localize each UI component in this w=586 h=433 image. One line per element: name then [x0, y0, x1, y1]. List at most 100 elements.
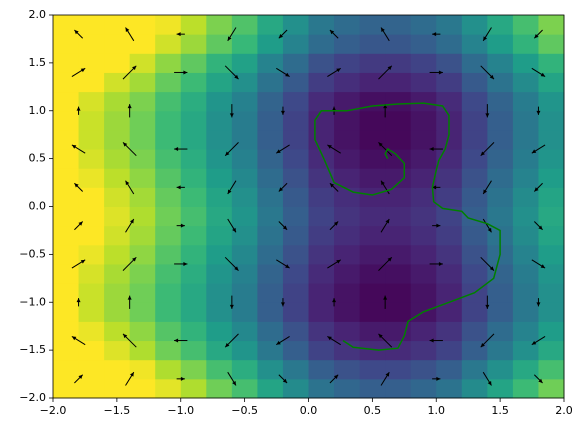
heat-cell: [206, 168, 233, 188]
heat-cell: [78, 378, 105, 399]
heat-cell: [206, 206, 233, 227]
arrow-head: [332, 298, 337, 303]
heat-cell: [385, 168, 412, 188]
heat-cell: [180, 34, 207, 54]
heat-cell: [78, 359, 105, 380]
heat-cell: [53, 359, 80, 380]
arrow-head: [127, 295, 132, 300]
heat-cell: [282, 378, 309, 399]
heat-cell: [538, 244, 565, 265]
heat-cell: [104, 129, 131, 150]
heat-cell: [180, 110, 207, 131]
heat-cell: [436, 225, 463, 246]
heat-cell: [512, 206, 539, 227]
heat-cell: [359, 15, 386, 35]
heat-cell: [231, 187, 258, 207]
heat-cell: [308, 321, 335, 342]
heat-cell: [410, 321, 437, 342]
arrow-head: [71, 144, 77, 149]
heat-cell: [231, 359, 258, 380]
heat-cell: [53, 149, 80, 169]
heat-cell: [385, 34, 412, 54]
heat-cell: [410, 263, 437, 284]
heat-cell: [487, 72, 514, 93]
arrow: [280, 106, 285, 115]
heat-cell: [231, 72, 258, 93]
heat-cell: [512, 244, 539, 265]
heat-cell: [359, 321, 386, 342]
heat-cell: [180, 378, 207, 399]
heat-cell: [180, 340, 207, 361]
heat-cell: [257, 149, 284, 169]
heat-cell: [512, 283, 539, 303]
heat-cell: [180, 53, 207, 73]
arrow-head: [129, 372, 134, 377]
heat-cell: [282, 149, 309, 169]
arrow: [432, 185, 441, 190]
heat-cell: [385, 378, 412, 399]
heat-cell: [129, 34, 156, 54]
heat-cell: [78, 244, 105, 265]
arrow: [531, 335, 546, 346]
heat-cell: [206, 34, 233, 54]
heat-cell: [129, 263, 156, 284]
heat-cell: [334, 110, 361, 131]
arrow-head: [378, 333, 383, 339]
y-tick-label: −1.0: [19, 295, 46, 308]
arrow: [531, 259, 546, 269]
heat-cell: [206, 187, 233, 207]
heat-cell: [538, 225, 565, 246]
heat-cell: [53, 129, 80, 150]
arrow: [229, 104, 234, 118]
heat-cell: [538, 53, 565, 73]
heat-cell: [334, 149, 361, 169]
heat-cell: [53, 302, 80, 322]
arrow-head: [332, 106, 337, 111]
heat-cell: [257, 206, 284, 227]
heat-cell: [410, 283, 437, 303]
y-tick-label: 0.0: [29, 200, 47, 213]
heat-cell: [308, 168, 335, 188]
heat-cell: [359, 225, 386, 246]
heat-cell: [359, 53, 386, 73]
arrow-head: [78, 221, 83, 226]
heat-cell: [53, 283, 80, 303]
arrow: [125, 27, 135, 42]
heat-cell: [512, 225, 539, 246]
heat-cell: [334, 283, 361, 303]
arrow-head: [276, 340, 281, 345]
heat-cell: [461, 187, 488, 207]
heat-cell: [129, 206, 156, 227]
arrow-head: [381, 27, 385, 32]
heat-cell: [436, 91, 463, 112]
arrow: [383, 295, 388, 309]
heat-cell: [104, 340, 131, 361]
heat-cell: [180, 244, 207, 265]
heat-cell: [487, 91, 514, 112]
heat-cell: [129, 129, 156, 150]
heat-cell: [180, 359, 207, 380]
heat-cell: [410, 168, 437, 188]
heat-cell: [334, 187, 361, 207]
heat-cell: [538, 359, 565, 380]
arrow: [71, 259, 86, 269]
arrow: [74, 374, 84, 384]
heat-cell: [155, 34, 182, 54]
arrow-head: [429, 147, 434, 152]
heat-cell: [129, 110, 156, 131]
heat-cell: [78, 302, 105, 322]
heat-cell: [257, 168, 284, 188]
heat-cell: [359, 283, 386, 303]
arrow-head: [487, 227, 492, 233]
arrow-head: [436, 376, 441, 381]
heat-cell: [180, 321, 207, 342]
heat-cell: [461, 378, 488, 399]
heat-cell: [257, 34, 284, 54]
arrow-head: [432, 185, 437, 190]
arrow-head: [123, 142, 128, 147]
heat-cell: [359, 359, 386, 380]
heat-cell: [538, 187, 565, 207]
heat-cell: [512, 168, 539, 188]
arrow: [276, 259, 290, 269]
arrow: [176, 223, 185, 228]
